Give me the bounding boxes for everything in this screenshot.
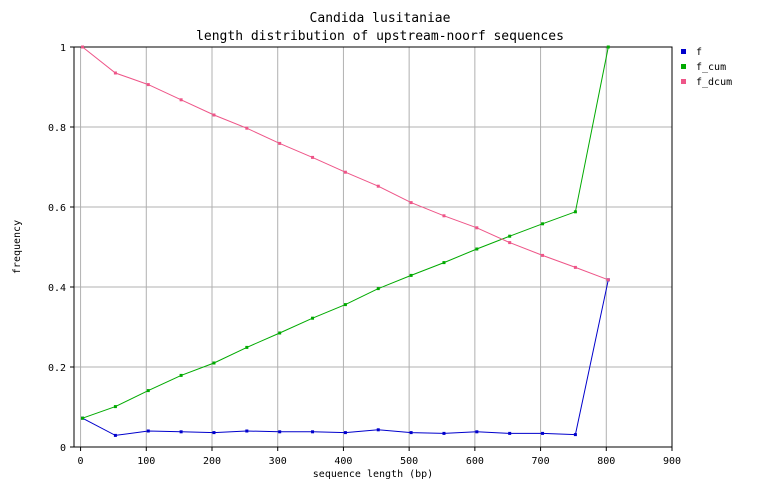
x-tick-label: 200 — [203, 456, 221, 467]
data-point-f_dcum — [376, 184, 380, 188]
data-point-f_cum — [343, 303, 347, 307]
legend-label-f: f — [696, 47, 702, 58]
legend-marker-f_dcum — [681, 79, 686, 84]
data-point-f_dcum — [212, 113, 216, 117]
data-point-f_cum — [409, 273, 413, 277]
data-point-f — [179, 430, 183, 434]
data-point-f_dcum — [409, 201, 413, 205]
data-point-f_cum — [81, 416, 85, 420]
data-point-f — [278, 430, 282, 434]
data-point-f_cum — [475, 247, 479, 251]
data-point-f_dcum — [573, 265, 577, 269]
data-point-f_dcum — [606, 278, 610, 282]
y-tick-label: 0.2 — [48, 363, 66, 374]
data-point-f — [245, 429, 249, 433]
y-tick-label: 0.8 — [48, 123, 66, 134]
data-point-f_dcum — [81, 45, 85, 49]
legend-label-f_dcum: f_dcum — [696, 77, 732, 88]
data-point-f_cum — [376, 287, 380, 291]
data-point-f_dcum — [442, 214, 446, 218]
data-point-f_cum — [311, 316, 315, 320]
data-point-f_dcum — [311, 155, 315, 159]
y-tick-label: 0.6 — [48, 203, 66, 214]
chart-subtitle: length distribution of upstream-noorf se… — [196, 29, 564, 44]
data-point-f — [541, 431, 545, 435]
data-point-f — [409, 431, 413, 435]
data-point-f — [508, 431, 512, 435]
chart-title: Candida lusitaniae — [310, 11, 451, 26]
x-axis-label: sequence length (bp) — [313, 469, 433, 480]
data-point-f_cum — [179, 373, 183, 377]
data-point-f — [573, 433, 577, 437]
data-point-f_cum — [573, 210, 577, 214]
data-point-f_dcum — [541, 253, 545, 257]
x-tick-label: 100 — [137, 456, 155, 467]
legend-label-f_cum: f_cum — [696, 62, 726, 73]
data-point-f_cum — [146, 389, 150, 393]
data-point-f_cum — [508, 234, 512, 238]
data-point-f_cum — [442, 261, 446, 265]
x-axis-ticks: 0 100 200 300 400 500 600 700 800 900 — [78, 447, 681, 467]
data-point-f_cum — [245, 345, 249, 349]
data-point-f_cum — [278, 331, 282, 335]
series-line-f_cum — [82, 46, 609, 419]
data-point-f_dcum — [475, 226, 479, 230]
legend-marker-f — [681, 49, 686, 54]
series-line-f_dcum — [82, 46, 609, 281]
x-tick-label: 900 — [663, 456, 681, 467]
x-tick-label: 0 — [78, 456, 84, 467]
data-point-f — [113, 433, 117, 437]
data-point-f_cum — [606, 45, 610, 49]
x-tick-label: 700 — [532, 456, 550, 467]
data-point-f — [212, 431, 216, 435]
x-tick-label: 500 — [400, 456, 418, 467]
plot-frame — [73, 46, 673, 448]
data-point-f — [442, 431, 446, 435]
y-tick-label: 1 — [60, 43, 66, 54]
data-point-f_dcum — [146, 83, 150, 87]
data-point-f_cum — [541, 222, 545, 226]
x-tick-label: 300 — [269, 456, 287, 467]
y-tick-label: 0.4 — [48, 283, 66, 294]
data-point-f_dcum — [278, 141, 282, 145]
y-tick-label: 0 — [60, 443, 66, 454]
grid — [74, 46, 673, 448]
data-point-f_cum — [113, 405, 117, 409]
data-point-f_dcum — [179, 98, 183, 102]
y-axis-label: frequency — [12, 220, 23, 274]
data-point-f_cum — [212, 361, 216, 365]
x-tick-label: 400 — [334, 456, 352, 467]
y-axis-ticks: 0 0.2 0.4 0.6 0.8 1 — [48, 43, 74, 454]
x-tick-label: 800 — [597, 456, 615, 467]
data-point-f — [311, 430, 315, 434]
data-point-f — [475, 430, 479, 434]
data-point-f_dcum — [508, 241, 512, 245]
series-layer — [81, 45, 610, 437]
legend-marker-f_cum — [681, 64, 686, 69]
legend: f f_cum f_dcum — [681, 47, 732, 88]
data-point-f_dcum — [113, 71, 117, 75]
data-point-f_dcum — [245, 126, 249, 130]
data-point-f — [146, 429, 150, 433]
x-tick-label: 600 — [466, 456, 484, 467]
data-point-f_dcum — [343, 170, 347, 174]
data-point-f — [343, 431, 347, 435]
data-point-f — [376, 428, 380, 432]
